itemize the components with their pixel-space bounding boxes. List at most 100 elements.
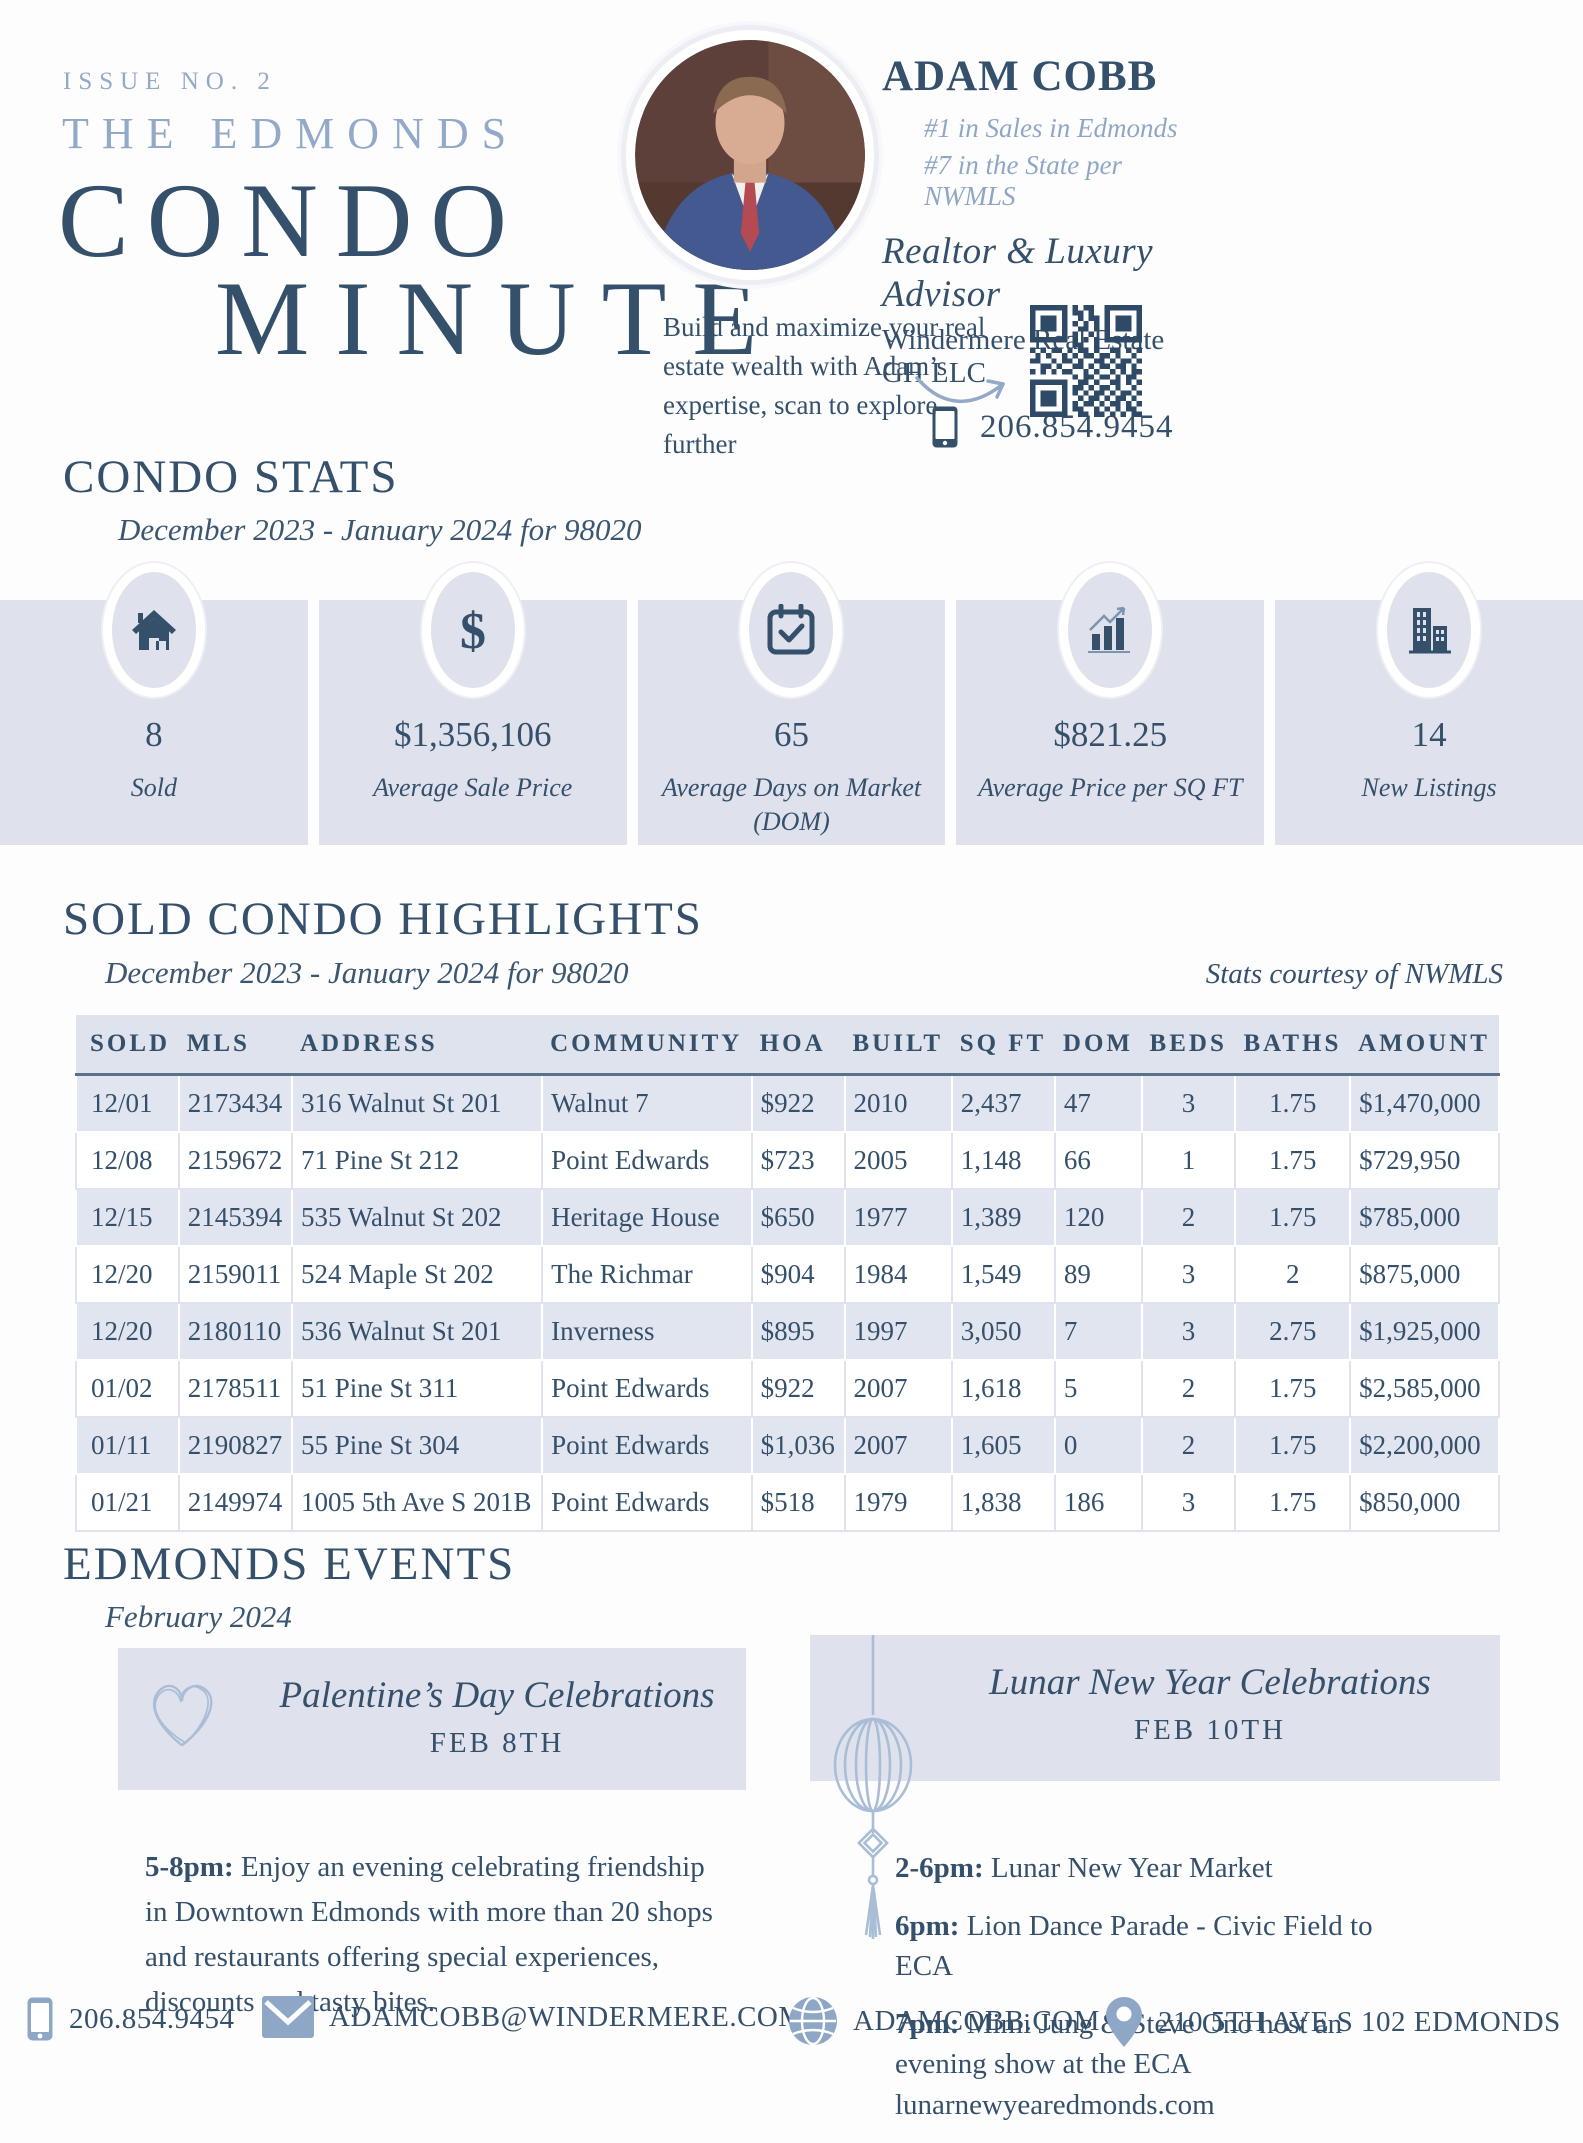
table-cell: 3 [1140, 1073, 1237, 1133]
table-cell: 2180110 [177, 1302, 293, 1361]
table-cell: 1.75 [1234, 1131, 1352, 1190]
table-cell: 47 [1053, 1073, 1143, 1133]
stat-value: $821.25 [1053, 715, 1168, 754]
envelope-icon [262, 1996, 314, 2038]
sold-table-body: 12/01 2173434 316 Walnut St 201 Walnut 7 $92… [75, 1073, 1500, 1532]
table-cell: 1.75 [1234, 1416, 1352, 1475]
stat-label: Average Price per SQ FT [978, 773, 1243, 802]
sold-condos-table: SOLD MLS ADDRESS COMMUNITY HOA BUILT SQ FT DOM B… [75, 1015, 1500, 1532]
condo-stats-subheading: December 2023 - January 2024 for 98020 [118, 512, 642, 547]
table-cell: 2 [1140, 1188, 1237, 1247]
table-cell: $785,000 [1349, 1188, 1500, 1247]
table-cell: 3 [1140, 1473, 1237, 1532]
qr-code [1030, 305, 1142, 417]
stat-card-avg-dom: 65 Average Days on Market (DOM) [637, 563, 946, 845]
table-cell: 01/21 [75, 1473, 180, 1532]
event-title: Lunar New Year Celebrations [989, 1662, 1431, 1703]
stat-label: Average Sale Price [373, 773, 573, 802]
table-cell: 2145394 [177, 1188, 293, 1247]
event-time: 5-8pm: [145, 1851, 234, 1883]
table-cell: 2 [1234, 1245, 1352, 1304]
issue-number: ISSUE NO. 2 [63, 68, 277, 95]
table-cell: 2159672 [177, 1131, 293, 1190]
table-cell: 3 [1140, 1302, 1237, 1361]
lantern-icon [833, 1635, 913, 1939]
footer-phone: 206.854.9454 [26, 1996, 235, 2042]
table-cell: 1984 [843, 1245, 953, 1304]
table-cell: 524 Maple St 202 [290, 1245, 544, 1304]
table-row: 12/08 2159672 71 Pine St 212 Point Edwards $… [75, 1131, 1500, 1190]
table-cell: Point Edwards [541, 1131, 753, 1190]
table-cell: 1,838 [950, 1473, 1056, 1532]
table-cell: 2 [1140, 1359, 1237, 1418]
table-row: 01/11 2190827 55 Pine St 304 Point Edwards $… [75, 1416, 1500, 1475]
table-cell: 1,549 [950, 1245, 1056, 1304]
table-cell: 7 [1053, 1302, 1143, 1361]
map-pin-icon [1106, 1997, 1142, 2047]
table-cell: $723 [750, 1131, 846, 1190]
sold-highlights-subheading: December 2023 - January 2024 for 98020 [105, 955, 629, 990]
event-card-palentines: Palentine’s Day Celebrations FEB 8TH [118, 1648, 746, 1790]
table-cell: Walnut 7 [541, 1073, 753, 1133]
table-row: 12/15 2145394 535 Walnut St 202 Heritage Ho… [75, 1188, 1500, 1247]
table-cell: $518 [750, 1473, 846, 1532]
event-text: Lion Dance Parade - Civic Field to ECA [895, 1909, 1373, 1983]
table-cell: 2010 [843, 1073, 953, 1133]
table-cell: 2 [1140, 1416, 1237, 1475]
table-cell: 2190827 [177, 1416, 293, 1475]
table-cell: 1,605 [950, 1416, 1056, 1475]
table-column-header: BATHS [1235, 1015, 1351, 1076]
table-cell: Point Edwards [541, 1359, 753, 1418]
table-cell: 2173434 [177, 1073, 293, 1133]
table-cell: $2,585,000 [1349, 1359, 1500, 1418]
stat-value: 14 [1411, 715, 1447, 754]
table-cell: $650 [750, 1188, 846, 1247]
event-text: Enjoy an evening celebrating friendship … [145, 1851, 713, 2018]
table-cell: 1.75 [1234, 1188, 1352, 1247]
table-cell: 120 [1053, 1188, 1143, 1247]
table-cell: 3 [1140, 1245, 1237, 1304]
stats-credit: Stats courtesy of NWMLS [1205, 958, 1503, 990]
palentines-description: 5-8pm: Enjoy an evening celebrating frie… [145, 1845, 720, 2025]
table-cell: 12/08 [75, 1131, 180, 1190]
table-cell: 0 [1053, 1416, 1143, 1475]
condo-stats-heading: CONDO STATS [63, 451, 399, 503]
event-time: 2-6pm: [895, 1852, 984, 1884]
table-cell: $2,200,000 [1349, 1416, 1500, 1475]
stat-value: 65 [773, 715, 809, 754]
stats-band: 8 Sold $ $1,356,106 Average Sale Price 6… [0, 563, 1583, 845]
table-cell: 12/15 [75, 1188, 180, 1247]
table-cell: Point Edwards [541, 1473, 753, 1532]
table-cell: 71 Pine St 212 [290, 1131, 544, 1190]
masthead-minute: MINUTE [215, 260, 784, 377]
masthead-the-edmonds: THE EDMONDS [62, 109, 520, 158]
table-row: 01/21 2149974 1005 5th Ave S 201B Point Edw… [75, 1473, 1500, 1532]
footer-phone-text: 206.854.9454 [69, 2002, 235, 2035]
table-cell: 1.75 [1234, 1473, 1352, 1532]
smartphone-icon [27, 1997, 53, 2041]
stat-card-new-listings: 14 New Listings [1275, 563, 1583, 845]
table-cell: Heritage House [541, 1188, 753, 1247]
stat-label: Average Days on Market (DOM) [661, 773, 922, 836]
table-column-header: AMOUNT [1350, 1015, 1499, 1076]
footer-address-text: 210 5TH AVE S 102 EDMONDS [1158, 2005, 1561, 2038]
event-title: Palentine’s Day Celebrations [279, 1675, 715, 1716]
table-cell: 12/01 [75, 1073, 180, 1133]
table-cell: 12/20 [75, 1245, 180, 1304]
table-cell: 1.75 [1234, 1359, 1352, 1418]
event-time: 6pm: [895, 1909, 960, 1942]
table-column-header: BEDS [1141, 1015, 1236, 1076]
event-card-lunar-new-year: Lunar New Year Celebrations FEB 10TH [810, 1635, 1500, 1781]
agent-accolade-1: #1 in Sales in Edmonds [924, 113, 1178, 143]
table-cell: $1,925,000 [1349, 1302, 1500, 1361]
stat-value: $1,356,106 [393, 715, 552, 754]
footer-website: ADAMCOBB.COM [788, 1996, 1100, 2046]
table-cell: Inverness [541, 1302, 753, 1361]
chart-up-icon [1059, 563, 1162, 697]
table-cell: $922 [750, 1073, 846, 1133]
footer-address: 210 5TH AVE S 102 EDMONDS [1105, 1996, 1561, 2048]
agent-photo [626, 30, 874, 280]
table-cell: 5 [1053, 1359, 1143, 1418]
table-cell: Point Edwards [541, 1416, 753, 1475]
table-cell: $922 [750, 1359, 846, 1418]
